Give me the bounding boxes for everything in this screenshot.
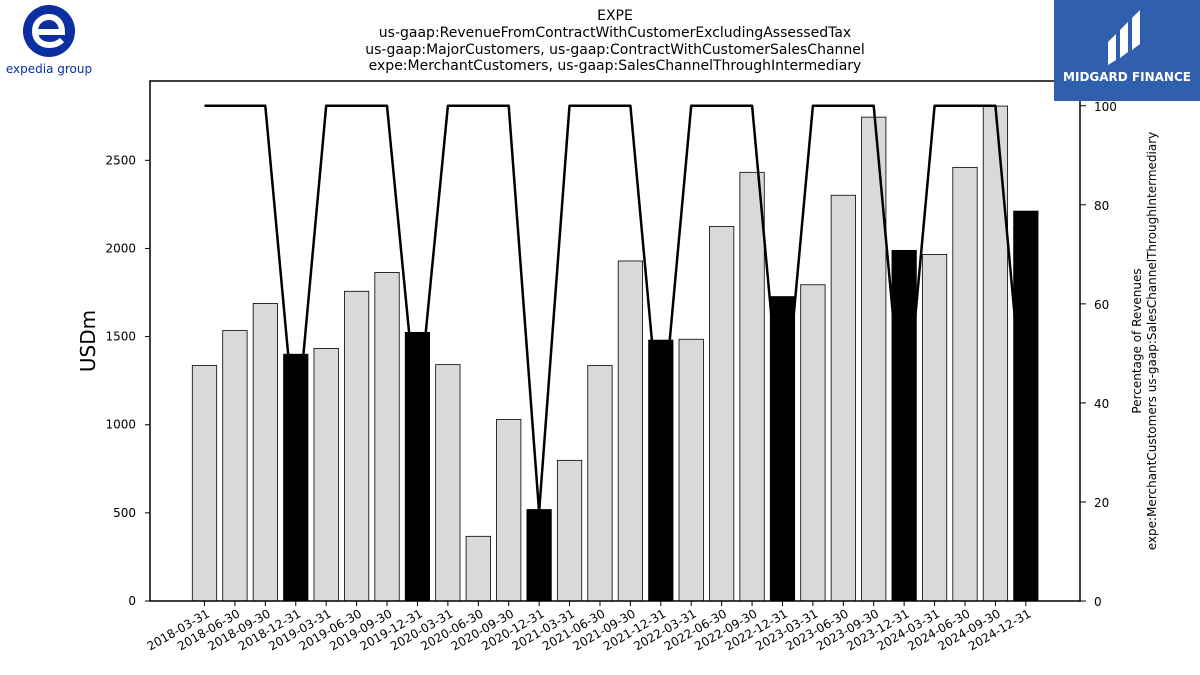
midgard-logo-mark-icon xyxy=(1108,10,1140,65)
bar-2022-09-30 xyxy=(739,171,765,602)
bar-2020-12-31 xyxy=(526,509,552,602)
y-axis-right: 0 20 40 60 80 100 xyxy=(1080,100,1117,609)
y-axis-label: USDm xyxy=(76,310,100,372)
bar-2022-06-30 xyxy=(709,226,735,602)
bar-2019-12-31 xyxy=(404,331,431,602)
bar-2020-09-30 xyxy=(496,419,522,602)
y-tick-label-0: 0 xyxy=(128,594,136,608)
bar-2018-12-31 xyxy=(283,353,309,602)
y2-tick-label-60: 60 xyxy=(1094,298,1109,312)
title-line-4: expe:MerchantCustomers, us-gaap:SalesCha… xyxy=(369,58,862,74)
expedia-logo-e-icon xyxy=(31,13,66,49)
y2-tick-label-20: 20 xyxy=(1094,496,1109,510)
bar-2020-03-31 xyxy=(435,364,461,602)
bar-2019-03-31 xyxy=(313,348,339,602)
bar-2022-03-31 xyxy=(678,338,704,602)
y-tick-label-2500: 2500 xyxy=(105,153,136,167)
bar-2023-06-30 xyxy=(830,194,856,602)
title-line-1: EXPE xyxy=(597,8,633,24)
percentage-line xyxy=(204,104,1028,514)
bar-2019-09-30 xyxy=(374,272,400,602)
bar-2020-06-30 xyxy=(465,535,491,602)
bar-2018-03-31 xyxy=(191,365,218,602)
y2-axis-label-line-2: expe:MerchantCustomers us-gaap:SalesChan… xyxy=(1145,132,1159,550)
bar-2024-12-31 xyxy=(1013,210,1039,602)
title-line-3: us-gaap:MajorCustomers, us-gaap:Contract… xyxy=(365,42,865,58)
y2-tick-label-0: 0 xyxy=(1094,595,1102,609)
chart-title: EXPE us-gaap:RevenueFromContractWithCust… xyxy=(365,8,865,74)
bar-2018-06-30 xyxy=(222,330,248,602)
y2-tick-label-80: 80 xyxy=(1094,199,1109,213)
y2-axis-label-line-1: Percentage of Revenues xyxy=(1130,268,1144,413)
percentage-line-series xyxy=(204,104,1028,514)
bar-2018-09-30 xyxy=(252,303,278,602)
y-tick-label-2000: 2000 xyxy=(105,241,136,255)
y-tick-label-500: 500 xyxy=(113,506,136,520)
bar-2023-03-31 xyxy=(800,284,826,602)
x-axis: 2018-03-312018-06-302018-09-302018-12-31… xyxy=(145,601,1033,653)
y-tick-label-1000: 1000 xyxy=(105,418,136,432)
bar-2019-06-30 xyxy=(343,290,370,602)
bar-2021-12-31 xyxy=(648,339,674,602)
bar-2021-06-30 xyxy=(587,365,613,602)
expedia-logo-text: expedia group xyxy=(6,62,92,76)
midgard-finance-logo: MIDGARD FINANCE xyxy=(1054,0,1200,101)
bar-2021-09-30 xyxy=(617,260,643,602)
y2-tick-label-40: 40 xyxy=(1094,397,1109,411)
plot-frame xyxy=(149,80,1081,602)
bar-series xyxy=(191,105,1039,602)
y-tick-label-1500: 1500 xyxy=(105,330,136,344)
bar-2024-06-30 xyxy=(952,166,978,602)
bar-2024-03-31 xyxy=(921,254,948,602)
midgard-logo-text: MIDGARD FINANCE xyxy=(1063,70,1191,84)
title-line-2: us-gaap:RevenueFromContractWithCustomerE… xyxy=(379,25,851,41)
bar-2024-09-30 xyxy=(982,105,1009,602)
bar-2021-03-31 xyxy=(556,459,583,602)
expedia-group-logo: expedia group xyxy=(0,0,100,80)
y-axis-left: 0 500 1000 1500 2000 2500 xyxy=(105,153,150,608)
y2-tick-label-100: 100 xyxy=(1094,100,1117,114)
